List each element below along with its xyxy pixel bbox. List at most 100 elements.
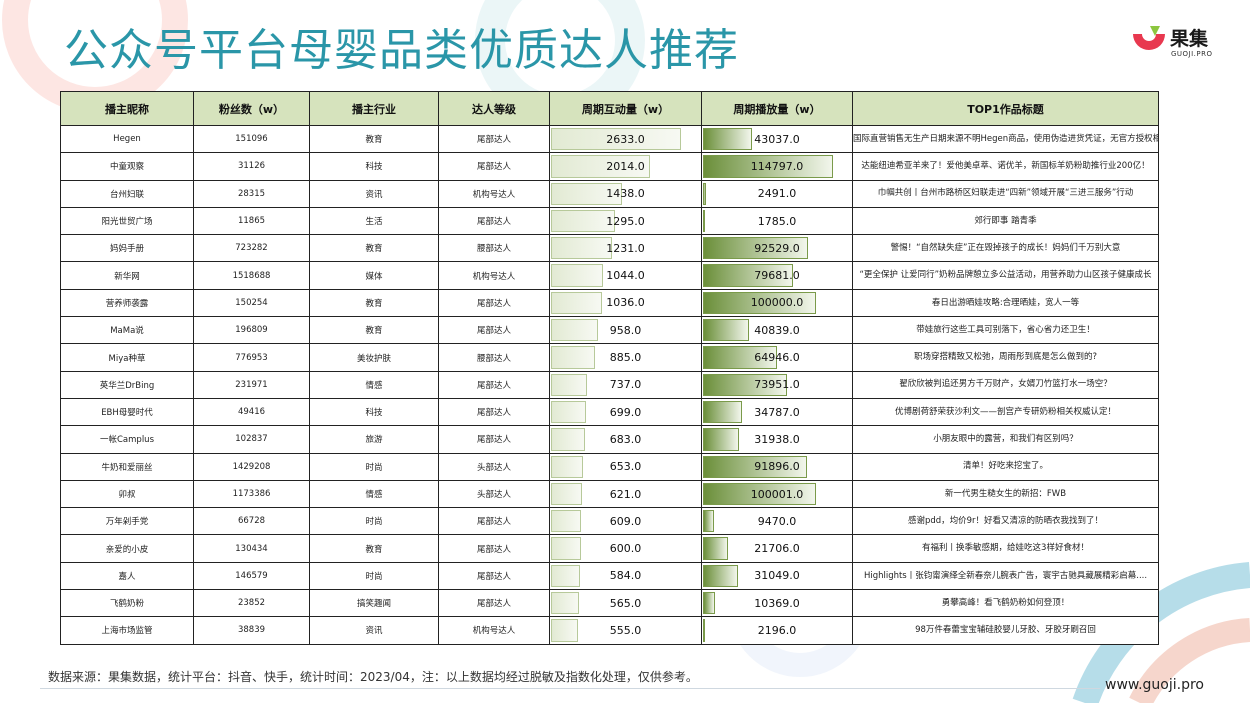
guoji-logo-icon: [1133, 26, 1165, 50]
cell-plays: 34787.0: [701, 397, 853, 427]
cell-fans: 151096: [193, 124, 310, 154]
interaction-bar: [551, 346, 595, 369]
cell-plays: 10369.0: [701, 589, 853, 618]
cell-top1-title: 新一代男生糙女生的新招：FWB: [852, 479, 1159, 509]
cell-level: 尾部达人: [438, 152, 550, 181]
table-row: 牛奶和爱丽丝 1429208 时尚 头部达人 653.0 91896.0 清单！好吃来挖宝了…: [60, 452, 1159, 481]
cell-plays: 2491.0: [701, 179, 853, 208]
cell-top1-title: 感谢pdd，均价9r！好看又清凉的防晒衣我找到了！: [852, 507, 1159, 536]
cell-industry: 教育: [309, 288, 439, 318]
plays-bar: [703, 564, 739, 588]
table-row: 中童观察 31126 科技 尾部达人 2014.0 114797.0 达能纽迪希亚羊来了！爱…: [60, 152, 1159, 181]
cell-plays: 92529.0: [701, 234, 853, 263]
plays-bar: [703, 182, 706, 205]
interaction-value: 600.0: [609, 542, 642, 556]
cell-level: 尾部达人: [438, 288, 550, 318]
cell-fans: 28315: [193, 179, 310, 208]
cell-interaction: 653.0: [549, 452, 702, 481]
cell-fans: 49416: [193, 397, 310, 427]
cell-top1-title: 清单！好吃来挖宝了。: [852, 452, 1159, 481]
cell-interaction: 1231.0: [549, 234, 702, 263]
interaction-value: 683.0: [609, 432, 642, 446]
influencer-table: 播主昵称 粉丝数（w） 播主行业 达人等级 周期互动量（w） 周期播放量（w） TOP1作品…: [60, 91, 1159, 645]
interaction-bar: [551, 400, 586, 424]
cell-interaction: 1036.0: [549, 288, 702, 318]
cell-nickname: 营养师袭露: [60, 288, 194, 318]
cell-top1-title: 巾帼共创丨台州市路桥区妇联走进“四新”领域开展“三进三服务”行动: [852, 179, 1159, 208]
plays-bar: [703, 592, 715, 615]
header-interaction: 周期互动量（w）: [549, 91, 702, 126]
interaction-value: 609.0: [609, 514, 642, 528]
plays-bar: [703, 264, 794, 287]
cell-top1-title: 郊行即事 踏青季: [852, 206, 1159, 236]
cell-nickname: Miya种草: [60, 343, 194, 372]
cell-fans: 11865: [193, 206, 310, 236]
cell-fans: 1429208: [193, 452, 310, 481]
plays-bar: [703, 373, 787, 396]
cell-interaction: 2014.0: [549, 152, 702, 181]
table-row: 营养师袭露 150254 教育 尾部达人 1036.0 100000.0 春日出游晒娃攻略:…: [60, 288, 1159, 318]
cell-top1-title: 勇攀高峰！看飞鹤奶粉如何登顶！: [852, 589, 1159, 618]
interaction-bar: [551, 319, 599, 342]
cell-interaction: 1044.0: [549, 261, 702, 290]
table-row: 嘉人 146579 时尚 尾部达人 584.0 31049.0 Highlights丨张钧甯…: [60, 561, 1159, 591]
table-row: 阳光世贸广场 11865 生活 尾部达人 1295.0 1785.0 郊行即事 踏青季: [60, 206, 1159, 236]
cell-plays: 100001.0: [701, 479, 853, 509]
plays-value: 34787.0: [754, 405, 800, 419]
cell-industry: 资讯: [309, 179, 439, 208]
cell-top1-title: 职场穿搭精致又松弛，周雨彤到底是怎么做到的?: [852, 343, 1159, 372]
table-row: 亲爱的小皮 130434 教育 尾部达人 600.0 21706.0 有福利丨换季敏感期，给…: [60, 534, 1159, 563]
cell-industry: 科技: [309, 152, 439, 181]
header-nickname: 播主昵称: [60, 91, 194, 126]
cell-nickname: 嘉人: [60, 561, 194, 591]
cell-industry: 情感: [309, 479, 439, 509]
plays-value: 21706.0: [754, 542, 800, 556]
cell-interaction: 683.0: [549, 425, 702, 454]
plays-bar: [703, 428, 740, 451]
cell-industry: 媒体: [309, 261, 439, 290]
cell-industry: 时尚: [309, 507, 439, 536]
interaction-value: 621.0: [609, 487, 642, 501]
cell-interaction: 737.0: [549, 370, 702, 399]
cell-interaction: 621.0: [549, 479, 702, 509]
interaction-bar: [551, 182, 622, 205]
interaction-bar: [551, 428, 585, 451]
cell-interaction: 885.0: [549, 343, 702, 372]
interaction-value: 1295.0: [606, 214, 645, 228]
table-row: 卯叔 1173386 情感 头部达人 621.0 100001.0 新一代男生糙女生的新招：…: [60, 479, 1159, 509]
plays-value: 40839.0: [754, 323, 800, 337]
interaction-bar: [551, 128, 681, 151]
table-row: 新华网 1518688 媒体 机构号达人 1044.0 79681.0 “更全保护 让爱同行…: [60, 261, 1159, 290]
plays-value: 100000.0: [750, 296, 804, 310]
table-row: 一帐Camplus 102837 旅游 尾部达人 683.0 31938.0 小朋友眼中的露…: [60, 425, 1159, 454]
cell-industry: 教育: [309, 124, 439, 154]
cell-industry: 时尚: [309, 452, 439, 481]
cell-top1-title: 小朋友眼中的露营，和我们有区别吗？: [852, 425, 1159, 454]
footer-divider: [40, 688, 1100, 689]
cell-nickname: 卯叔: [60, 479, 194, 509]
cell-level: 尾部达人: [438, 206, 550, 236]
cell-interaction: 2633.0: [549, 124, 702, 154]
cell-plays: 1785.0: [701, 206, 853, 236]
logo-name: 果集: [1170, 28, 1209, 50]
cell-level: 机构号达人: [438, 616, 550, 645]
cell-fans: 150254: [193, 288, 310, 318]
cell-nickname: 阳光世贸广场: [60, 206, 194, 236]
plays-value: 79681.0: [754, 269, 800, 283]
cell-plays: 9470.0: [701, 507, 853, 536]
plays-value: 31938.0: [754, 432, 800, 446]
cell-fans: 130434: [193, 534, 310, 563]
cell-fans: 723282: [193, 234, 310, 263]
cell-nickname: 中童观察: [60, 152, 194, 181]
interaction-bar: [551, 455, 584, 478]
interaction-bar: [551, 209, 615, 233]
interaction-bar: [551, 510, 582, 533]
cell-level: 尾部达人: [438, 507, 550, 536]
interaction-bar: [551, 155, 651, 178]
cell-top1-title: 98万件春蕾宝宝辅硅胶婴儿牙胶、牙胶牙刷召回: [852, 616, 1159, 645]
cell-fans: 102837: [193, 425, 310, 454]
interaction-value: 2633.0: [606, 132, 645, 146]
cell-plays: 64946.0: [701, 343, 853, 372]
cell-top1-title: 优博剧荷舒荣获沙利文——剖宫产专研奶粉相关权威认定！: [852, 397, 1159, 427]
cell-industry: 生活: [309, 206, 439, 236]
